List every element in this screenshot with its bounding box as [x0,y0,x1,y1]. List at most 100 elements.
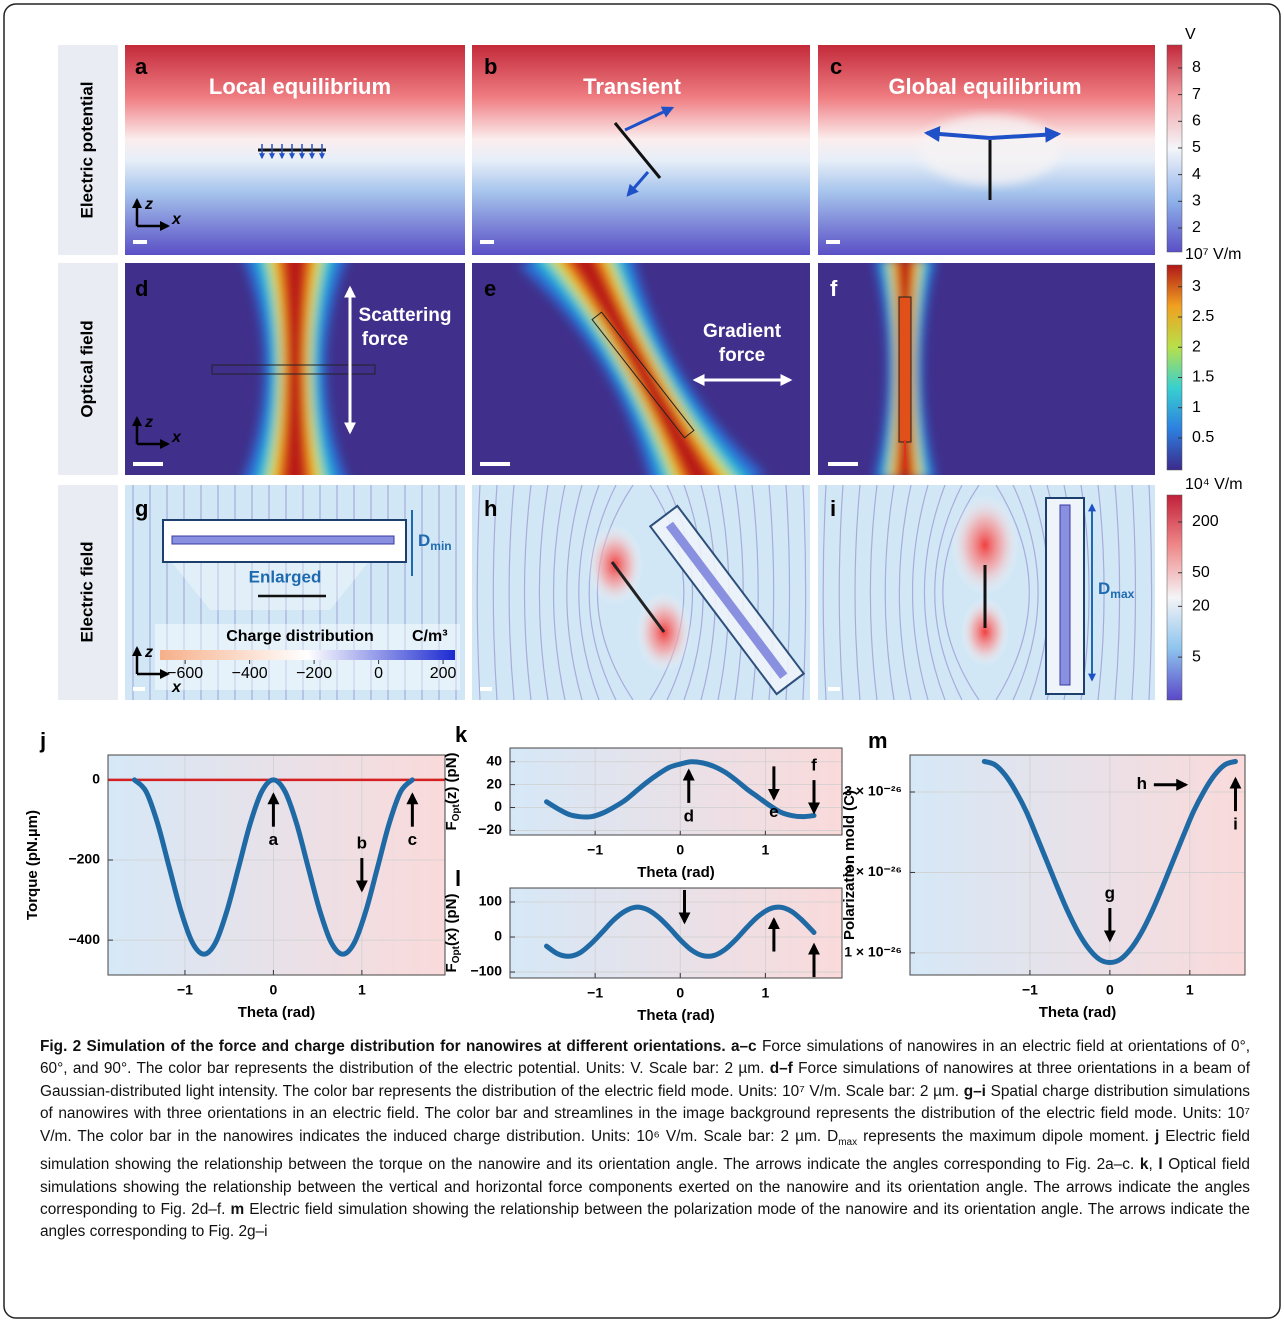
colorbar-unit: 10⁷ V/m [1185,246,1241,263]
x-tick-label: 1 [761,842,769,858]
annotation-label: f [811,756,817,775]
dimension-label-sub: min [430,539,451,553]
row-label-box [58,45,118,255]
charge-bar-tick-label: −600 [167,665,203,682]
panel-letter: i [830,496,836,521]
colorbar-tick-label: 0.5 [1192,429,1214,446]
x-tick-label: 1 [358,982,366,998]
x-axis-label: Theta (rad) [238,1004,316,1021]
charge-hotspot [951,495,1019,595]
y-tick-label: −20 [478,821,502,837]
charge-bar-tick-label: −200 [296,665,332,682]
line-series [981,758,1238,966]
panel-letter: b [484,54,497,79]
streamline [751,485,759,700]
scale-bar [133,462,163,466]
x-tick-label: 1 [761,985,769,1001]
colorbar-tick-label: 6 [1192,113,1201,130]
scale-bar [480,462,510,466]
panel-letter: a [135,54,148,79]
streamline [523,485,532,700]
panel-e [472,263,810,475]
plot-frame [909,754,1246,976]
axis-glyph: z x [132,414,182,449]
force-arrow [624,106,675,132]
panel-letter: f [830,276,838,301]
charge-bar-unit: C/m³ [412,628,448,645]
streamline [566,485,583,700]
row-label: Electric field [77,541,96,642]
y-tick-label: 0 [494,798,502,814]
x-tick-label: −1 [1022,982,1038,998]
panel-h [472,485,810,700]
axis-glyph-label: z [144,196,153,213]
panel-letter: k [455,722,468,747]
caption-run: k [1139,1156,1149,1174]
nanowire [613,122,662,179]
y-axis-label: FOpt(x) (pN) [443,894,462,973]
x-tick-label: 0 [1106,982,1114,998]
beam [519,263,765,475]
streamline [578,485,600,700]
beam-layer [560,263,724,475]
annotation: Enlarged [249,567,322,586]
charge-bar-tick-label: 200 [430,665,457,682]
force-labels: Scattering force Gradient force [359,305,782,366]
streamline [552,485,566,700]
panel-letters: a b c d e f g h i [135,54,842,521]
colorbar [1166,264,1183,471]
panel-g [125,485,465,700]
axis-glyph: z x [132,196,182,231]
panel-letter: h [484,496,497,521]
annotation: force [719,345,765,366]
figure-border [3,3,1281,1319]
scale-bar [480,240,494,244]
panel-letter: g [135,496,148,521]
colorbar-tick-label: 1.5 [1192,369,1214,386]
colorbar-tick-label: 20 [1192,598,1210,615]
colorbar [1166,44,1183,253]
y-axis-label-main: F [443,821,460,830]
charge-colorbar [160,650,455,660]
colorbar-tick-label: 8 [1192,59,1201,76]
annotation-label: h [1137,774,1147,793]
panel-letter: m [868,728,888,753]
streamline [508,485,515,700]
annotation-label: g [1105,883,1115,902]
annotation-label: e [769,802,778,821]
charge-bar-tick-label: 0 [374,665,383,682]
panel-title: Local equilibrium [209,74,391,99]
beam-layer [284,263,306,475]
colorbar-tick-label: 5 [1192,648,1201,665]
streamline [538,485,549,700]
panel-a [125,45,465,255]
annotation: Scattering [359,305,452,326]
axis-glyph-label: x [171,679,182,696]
caption-run: , [1148,1156,1159,1174]
heatmap [818,263,1155,475]
panel-c [818,45,1155,255]
streamline [492,485,498,700]
caption-run: max [838,1136,858,1148]
colorbar [1166,494,1183,701]
caption-run: represents the maximum dipole moment. [857,1127,1155,1145]
caption-run: l [1158,1156,1163,1174]
panel-titles: Local equilibrium Transient Global equil… [209,74,1082,99]
nanowire [665,521,788,679]
plot-frame [509,747,843,836]
heatmap [472,45,810,255]
y-axis-label: FOpt(z) (pN) [443,752,462,830]
colorbar-unit: V [1185,26,1196,43]
y-axis-label: Torque (pN.µm) [24,810,41,920]
force-arrow [989,126,1062,143]
caption: Fig. 2 Simulation of the force and charg… [40,1036,1250,1244]
colorbar-tick-label: 7 [1192,86,1201,103]
colorbar-tick-label: 3 [1192,193,1201,210]
streamline [838,485,844,700]
x-tick-label: −1 [177,982,193,998]
panel-f [818,263,1155,475]
x-tick-label: −1 [587,842,603,858]
caption-run: Spatial charge distribution simulations … [40,1082,1251,1145]
x-tick-label: 0 [676,842,684,858]
